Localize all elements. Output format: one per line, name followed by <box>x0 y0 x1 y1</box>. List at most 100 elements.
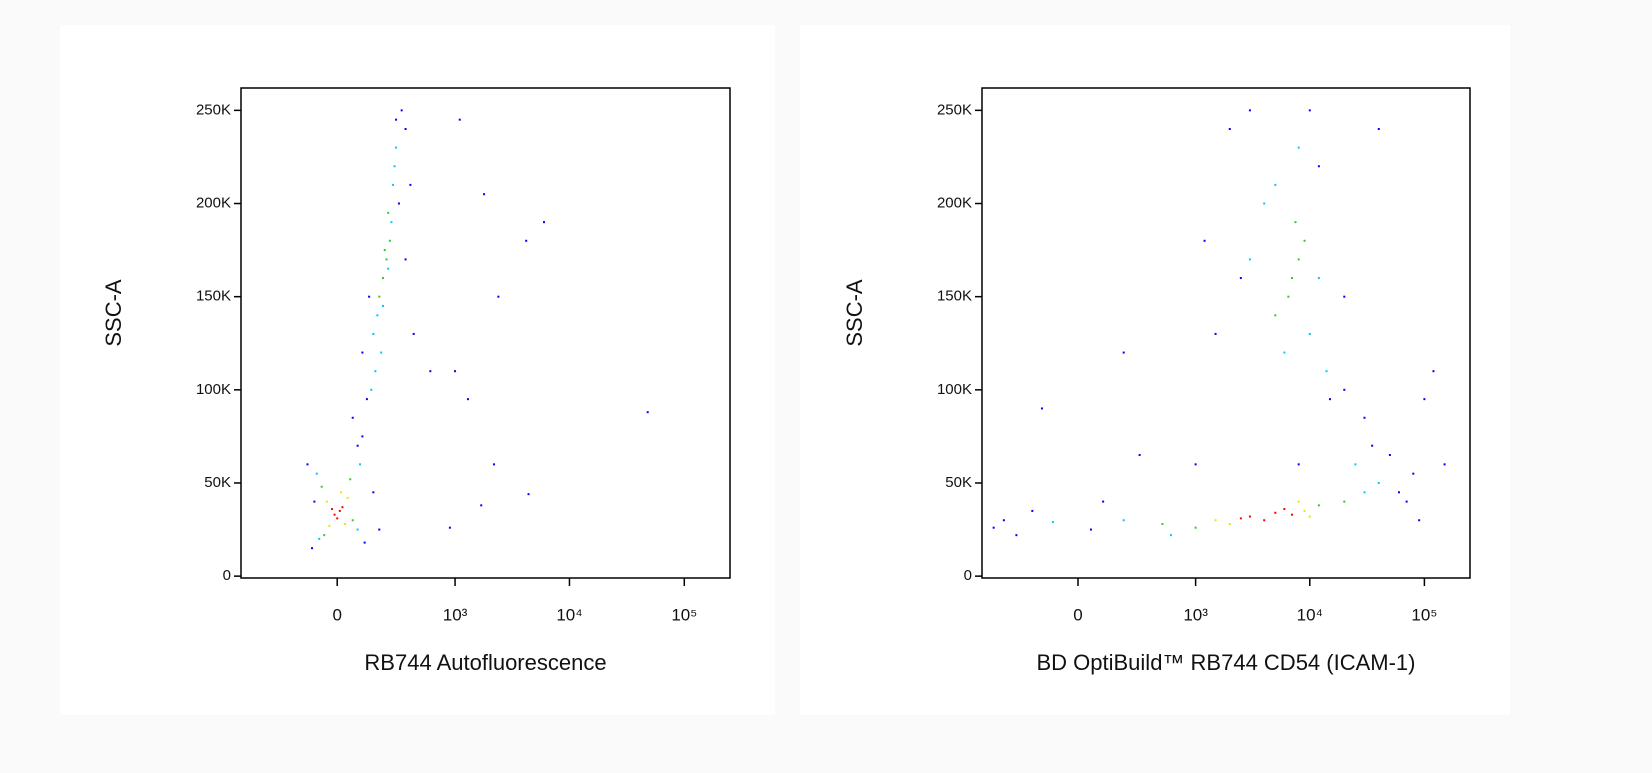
event-dot <box>356 444 359 447</box>
event-dot <box>1432 370 1435 373</box>
x-tick-label: 0 <box>1073 605 1082 624</box>
event-dot <box>1371 444 1374 447</box>
event-dot <box>351 416 354 419</box>
event-dot <box>1363 491 1366 494</box>
event-dot <box>466 398 469 401</box>
event-dot <box>338 509 341 512</box>
event-dot <box>368 295 371 298</box>
event-dot <box>1317 277 1320 280</box>
event-dot <box>336 517 339 520</box>
event-dot <box>1248 515 1251 518</box>
event-dot <box>1274 511 1277 514</box>
event-dot <box>383 249 386 252</box>
event-dot <box>1443 463 1446 466</box>
event-dot <box>525 239 528 242</box>
event-dot <box>992 526 995 529</box>
event-dot <box>325 500 328 503</box>
event-dot <box>404 127 407 130</box>
event-dot <box>1138 454 1141 457</box>
event-dot <box>1161 522 1164 525</box>
event-dot <box>374 370 377 373</box>
event-dot <box>542 221 545 224</box>
y-tick-label: 100K <box>937 381 972 398</box>
event-dot <box>1248 258 1251 261</box>
event-dot <box>1297 146 1300 149</box>
y-tick-label: 200K <box>937 194 972 211</box>
event-dot <box>1194 526 1197 529</box>
event-dot <box>378 528 381 531</box>
event-dot <box>323 534 326 537</box>
event-dot <box>1354 463 1357 466</box>
y-tick-label: 50K <box>945 474 972 491</box>
y-tick-label: 0 <box>223 567 231 584</box>
event-dot <box>372 332 375 335</box>
event-dot <box>1214 332 1217 335</box>
event-dot <box>1412 472 1415 475</box>
event-dot <box>359 463 362 466</box>
event-dot <box>1122 351 1125 354</box>
event-dot <box>1317 504 1320 507</box>
y-tick-label: 250K <box>196 101 231 118</box>
event-dot <box>1122 519 1125 522</box>
event-dot <box>1089 528 1092 531</box>
event-dot <box>1169 534 1172 537</box>
event-dot <box>1287 295 1290 298</box>
y-tick-label: 250K <box>937 101 972 118</box>
event-dot <box>1239 277 1242 280</box>
event-dot <box>454 370 457 373</box>
event-dot <box>372 491 375 494</box>
y-tick-label: 200K <box>196 194 231 211</box>
event-dot <box>1325 370 1328 373</box>
event-dot <box>328 524 331 527</box>
event-dot <box>1040 407 1043 410</box>
panel-background <box>800 25 1510 715</box>
event-dot <box>315 472 318 475</box>
event-dot <box>429 370 432 373</box>
event-dot <box>483 193 486 196</box>
event-dot <box>1283 508 1286 511</box>
event-dot <box>385 258 388 261</box>
event-dot <box>497 295 500 298</box>
event-dot <box>1397 491 1400 494</box>
event-dot <box>361 351 364 354</box>
event-dot <box>376 314 379 317</box>
plot-frame <box>981 87 1471 579</box>
event-dot <box>1239 517 1242 520</box>
event-dot <box>313 500 316 503</box>
y-axis-label: SSC-A <box>101 279 126 347</box>
event-dot <box>1015 534 1018 537</box>
event-dot <box>1294 221 1297 224</box>
event-dot <box>388 239 391 242</box>
event-dot <box>480 504 483 507</box>
event-dot <box>341 506 344 509</box>
panel-background <box>60 25 775 715</box>
event-dot <box>318 537 321 540</box>
event-dot <box>1194 463 1197 466</box>
event-dot <box>1328 398 1331 401</box>
event-dot <box>412 332 415 335</box>
event-dot <box>330 508 333 511</box>
y-axis-label: SSC-A <box>842 279 867 347</box>
event-dot <box>333 513 336 516</box>
event-dot <box>1263 202 1266 205</box>
event-dot <box>351 519 354 522</box>
event-dot <box>458 118 461 121</box>
event-dot <box>400 109 403 112</box>
event-dot <box>356 528 359 531</box>
event-dot <box>1363 416 1366 419</box>
event-dot <box>1248 109 1251 112</box>
event-dot <box>1291 277 1294 280</box>
event-dot <box>409 183 412 186</box>
event-dot <box>1297 500 1300 503</box>
event-dot <box>1283 351 1286 354</box>
x-tick-label: 10⁵ <box>671 605 697 624</box>
event-dot <box>448 526 451 529</box>
event-dot <box>404 258 407 261</box>
event-dot <box>370 388 373 391</box>
event-dot <box>1308 109 1311 112</box>
event-dot <box>1343 388 1346 391</box>
event-dot <box>493 463 496 466</box>
event-dot <box>365 398 368 401</box>
event-dot <box>1297 463 1300 466</box>
